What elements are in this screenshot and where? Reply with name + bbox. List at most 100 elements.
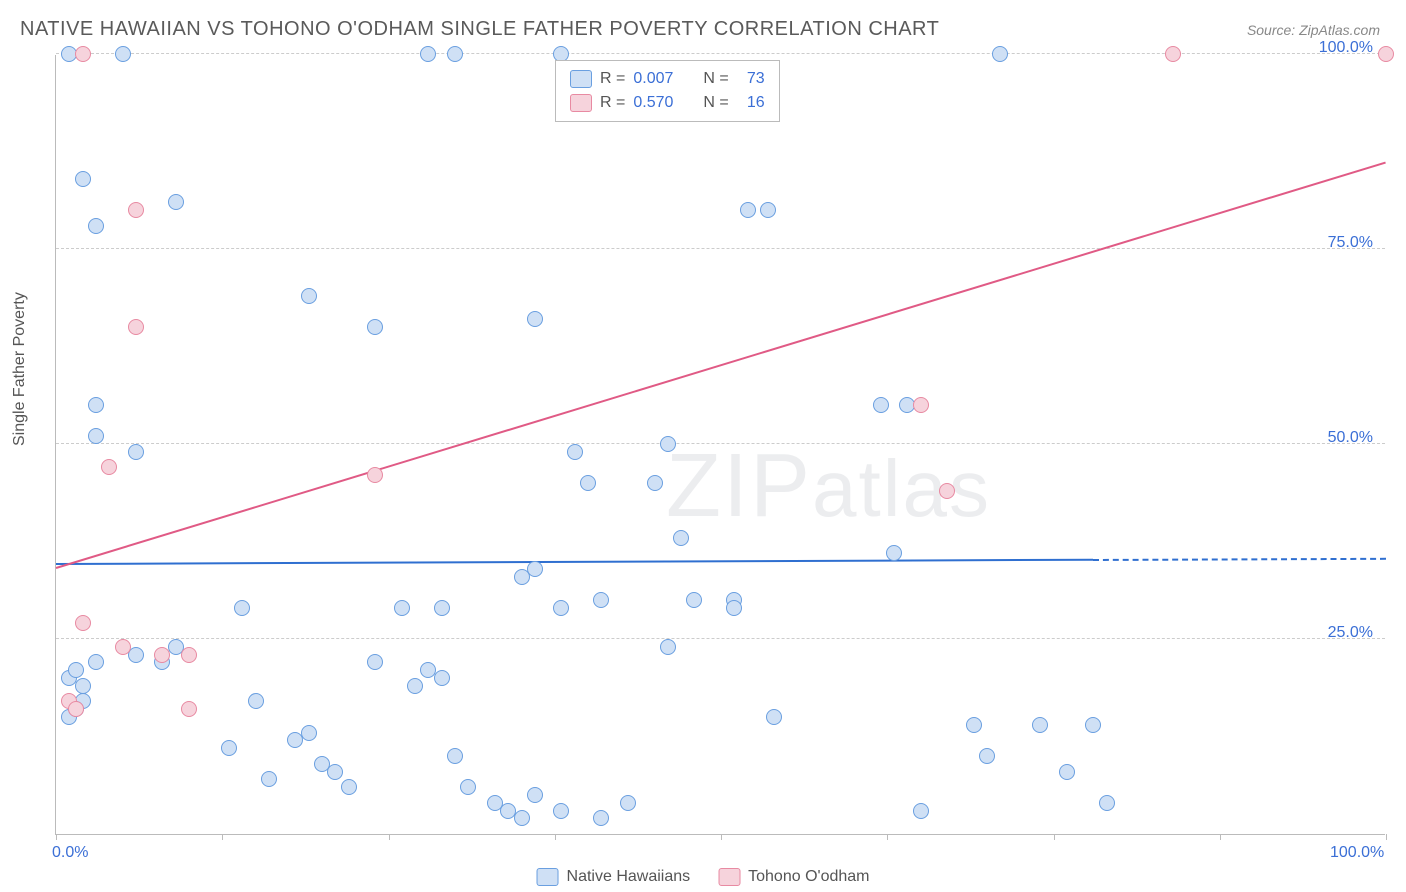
data-point (367, 654, 383, 670)
data-point (447, 46, 463, 62)
data-point (221, 740, 237, 756)
n-value: 73 (737, 70, 765, 88)
r-label: R = (600, 70, 625, 88)
data-point (580, 475, 596, 491)
data-point (75, 615, 91, 631)
y-axis-label: Single Father Poverty (11, 292, 29, 446)
x-tick (721, 834, 722, 840)
data-point (593, 810, 609, 826)
source-prefix: Source: (1247, 22, 1299, 38)
source-name: ZipAtlas.com (1299, 22, 1380, 38)
data-point (766, 709, 782, 725)
data-point (115, 639, 131, 655)
data-point (75, 171, 91, 187)
data-point (620, 795, 636, 811)
data-point (686, 592, 702, 608)
data-point (660, 436, 676, 452)
n-label: N = (703, 94, 728, 112)
y-tick-label: 25.0% (1328, 624, 1373, 642)
data-point (181, 701, 197, 717)
data-point (75, 678, 91, 694)
data-point (407, 678, 423, 694)
data-point (913, 803, 929, 819)
data-point (88, 428, 104, 444)
y-tick-label: 50.0% (1328, 429, 1373, 447)
data-point (660, 639, 676, 655)
data-point (68, 662, 84, 678)
x-tick (887, 834, 888, 840)
data-point (886, 545, 902, 561)
trend-line (56, 559, 1093, 565)
legend-label: Tohono O'odham (748, 868, 869, 886)
x-tick (1054, 834, 1055, 840)
data-point (1085, 717, 1101, 733)
data-point (527, 561, 543, 577)
x-tick (555, 834, 556, 840)
data-point (447, 748, 463, 764)
data-point (88, 654, 104, 670)
data-point (553, 803, 569, 819)
data-point (527, 787, 543, 803)
source-credit: Source: ZipAtlas.com (1247, 22, 1380, 38)
legend-item-native-hawaiians: Native Hawaiians (537, 868, 691, 886)
r-value: 0.570 (633, 94, 685, 112)
data-point (567, 444, 583, 460)
data-point (1099, 795, 1115, 811)
data-point (873, 397, 889, 413)
data-point (128, 202, 144, 218)
data-point (760, 202, 776, 218)
data-point (154, 647, 170, 663)
data-point (1165, 46, 1181, 62)
series-legend: Native Hawaiians Tohono O'odham (537, 868, 870, 886)
x-tick (222, 834, 223, 840)
r-value: 0.007 (633, 70, 685, 88)
data-point (992, 46, 1008, 62)
legend-item-tohono-oodham: Tohono O'odham (718, 868, 869, 886)
data-point (394, 600, 410, 616)
data-point (234, 600, 250, 616)
data-point (514, 810, 530, 826)
correlation-legend: R = 0.007 N = 73 R = 0.570 N = 16 (555, 60, 780, 122)
data-point (248, 693, 264, 709)
y-tick-label: 100.0% (1319, 39, 1373, 57)
swatch-icon (718, 868, 740, 886)
gridline (56, 638, 1385, 639)
data-point (553, 600, 569, 616)
swatch-icon (570, 70, 592, 88)
data-point (939, 483, 955, 499)
data-point (101, 459, 117, 475)
data-point (460, 779, 476, 795)
data-point (434, 600, 450, 616)
data-point (434, 670, 450, 686)
data-point (68, 701, 84, 717)
r-label: R = (600, 94, 625, 112)
data-point (128, 444, 144, 460)
trend-line (56, 161, 1387, 569)
data-point (115, 46, 131, 62)
data-point (341, 779, 357, 795)
n-value: 16 (737, 94, 765, 112)
x-tick (389, 834, 390, 840)
data-point (301, 288, 317, 304)
swatch-icon (537, 868, 559, 886)
scatter-plot: ZIPatlas 25.0%50.0%75.0%100.0%0.0%100.0% (55, 55, 1385, 835)
data-point (913, 397, 929, 413)
data-point (88, 218, 104, 234)
data-point (726, 600, 742, 616)
legend-row: R = 0.570 N = 16 (570, 91, 765, 115)
legend-row: R =0.007N =73 (570, 67, 765, 91)
gridline (56, 53, 1385, 54)
data-point (420, 46, 436, 62)
y-tick-label: 75.0% (1328, 234, 1373, 252)
x-tick-label: 100.0% (1330, 844, 1384, 862)
data-point (128, 319, 144, 335)
chart-title: NATIVE HAWAIIAN VS TOHONO O'ODHAM SINGLE… (20, 18, 939, 41)
data-point (966, 717, 982, 733)
data-point (261, 771, 277, 787)
swatch-icon (570, 94, 592, 112)
legend-label: Native Hawaiians (567, 868, 691, 886)
data-point (593, 592, 609, 608)
data-point (647, 475, 663, 491)
data-point (168, 194, 184, 210)
x-tick (1386, 834, 1387, 840)
